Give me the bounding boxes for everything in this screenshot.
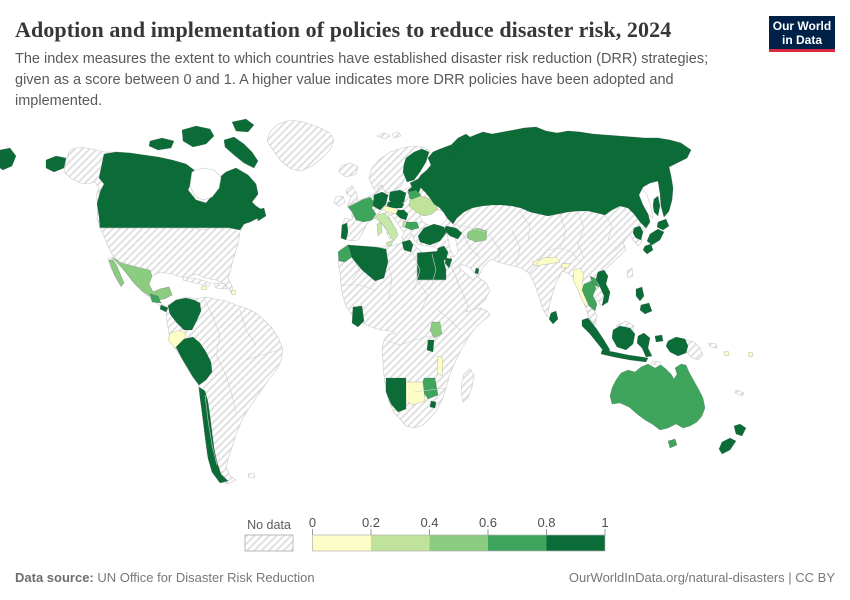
svg-text:0.6: 0.6	[479, 515, 497, 530]
svg-text:0.8: 0.8	[537, 515, 555, 530]
svg-text:0: 0	[309, 515, 316, 530]
svg-text:No data: No data	[247, 518, 291, 532]
svg-text:1: 1	[601, 515, 608, 530]
svg-text:0.4: 0.4	[420, 515, 438, 530]
svg-text:0.2: 0.2	[362, 515, 380, 530]
